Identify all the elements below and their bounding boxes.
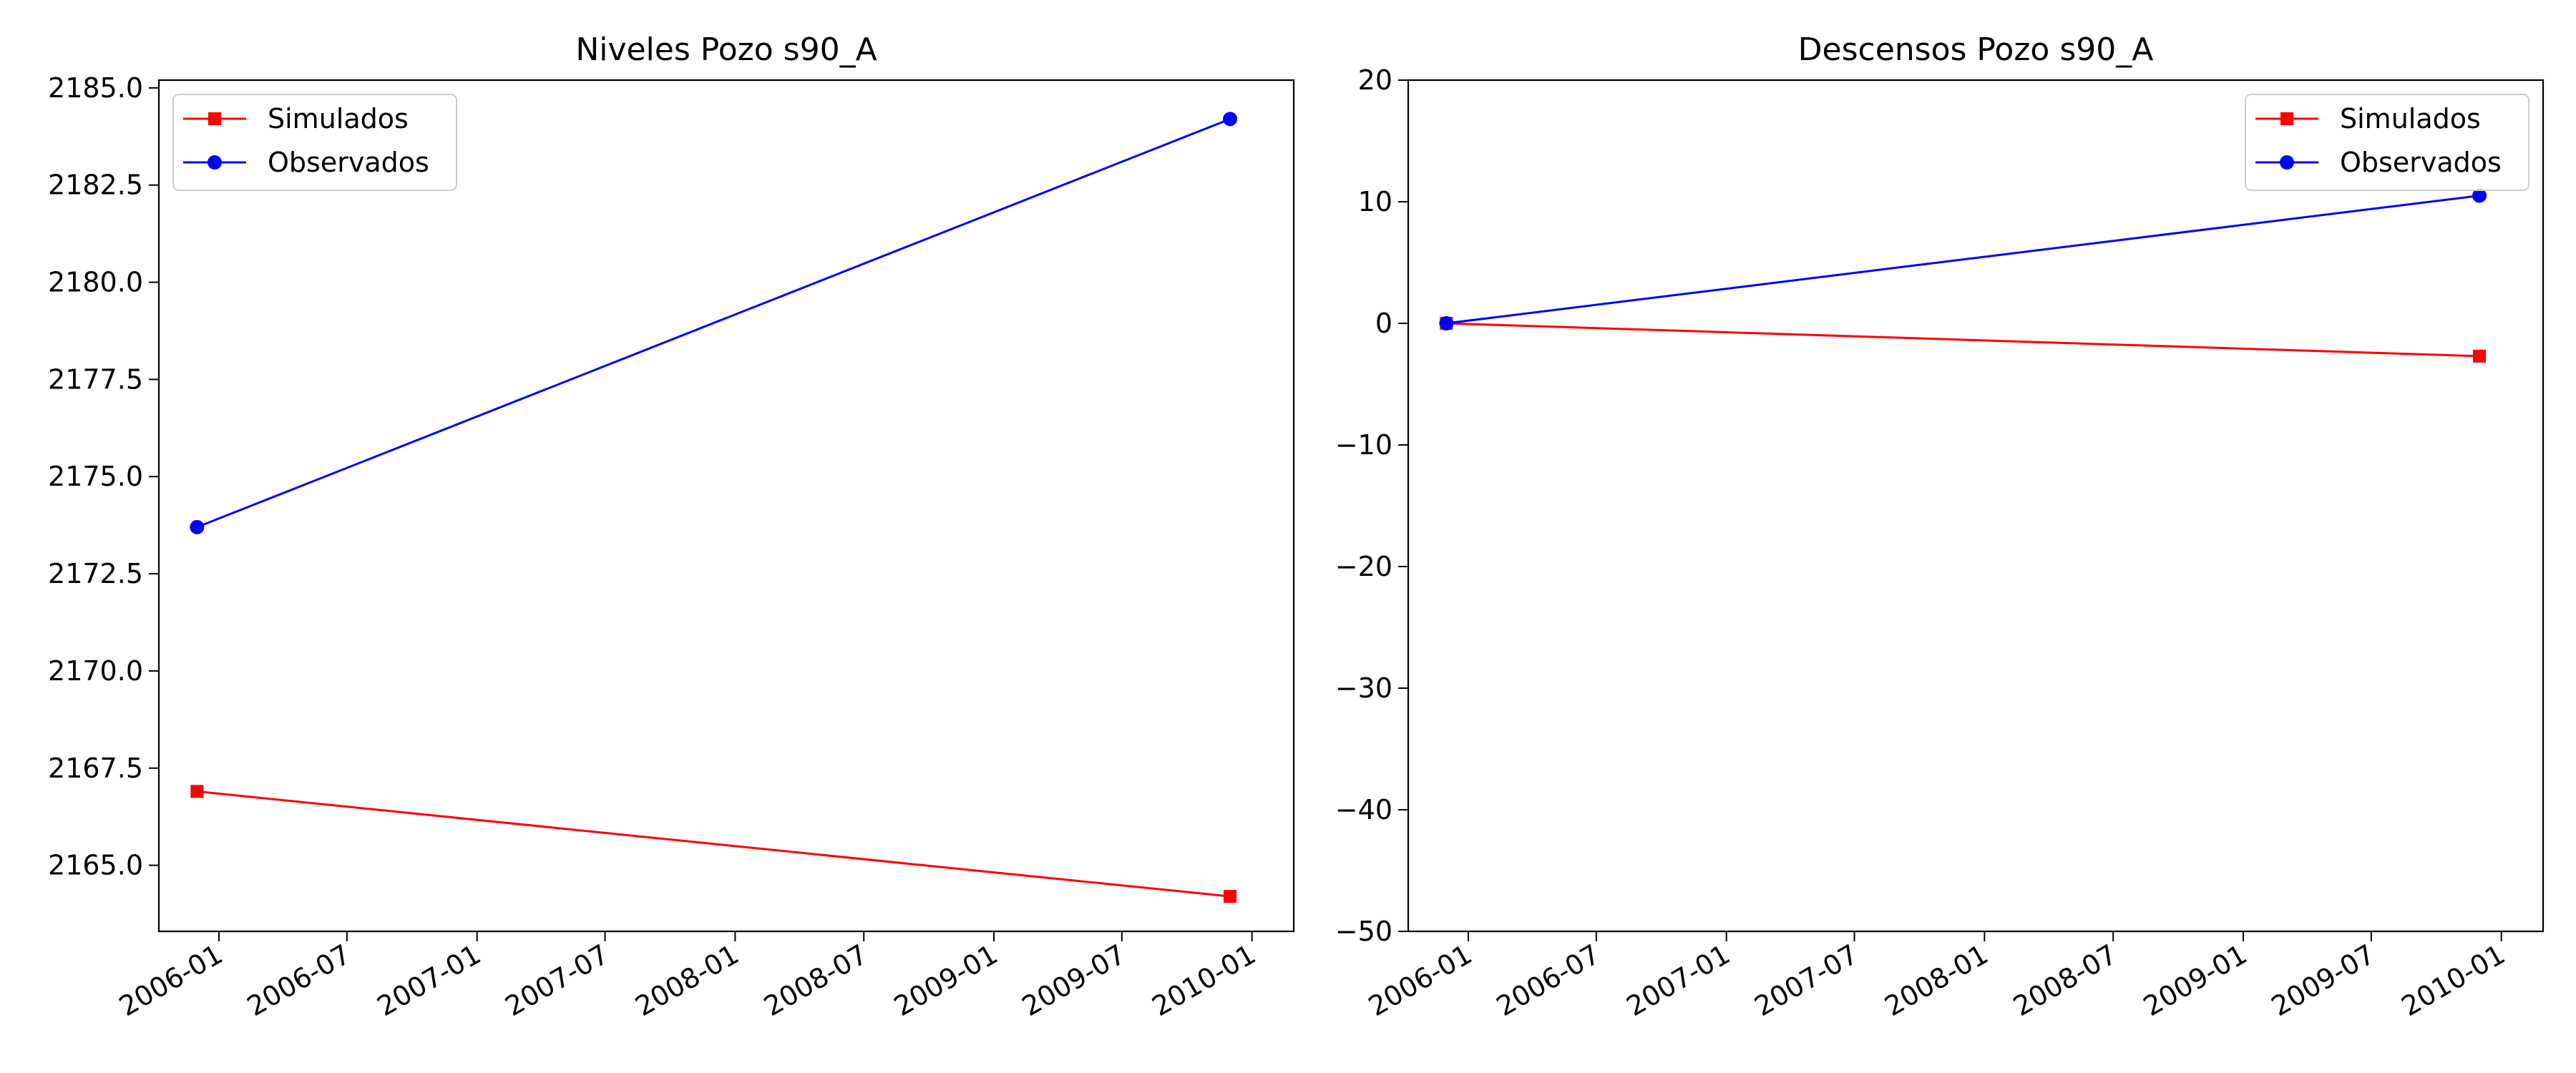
descensos-legend-observados-marker [2280,155,2294,170]
niveles-xtick-label: 2009-01 [889,939,1003,1022]
niveles-xtick-label: 2006-01 [114,939,228,1022]
niveles-legend-simulados: Simulados [183,103,409,134]
descensos-xtick-label: 2006-01 [1363,939,1478,1022]
descensos-observados-line [1446,195,2480,325]
niveles-legend-simulados-label: Simulados [268,103,409,134]
descensos-simulados-line [1446,322,2480,358]
niveles-observados-point [1223,112,1238,127]
descensos-xtick-label: 2009-07 [2266,939,2381,1022]
descensos-xtick-label: 2008-07 [2008,939,2122,1022]
niveles-ytick-label: 2170.0 [48,655,143,687]
niveles-xtick-label: 2006-07 [242,939,356,1022]
descensos-ytick-label: −30 [1335,672,1392,704]
niveles-ytick-label: 2172.5 [48,558,143,589]
descensos-observados-point [1439,316,1454,330]
niveles-ytick-label: 2177.5 [48,363,143,395]
niveles-ytick-label: 2180.0 [48,267,143,298]
descensos-simulados-point [2473,349,2487,363]
descensos-ytick-label: 20 [1358,64,1392,96]
descensos-ytick-label: 0 [1375,308,1392,339]
descensos-title: Descensos Pozo s90_A [1798,31,2154,68]
niveles-legend-simulados-marker [208,112,221,125]
descensos-ytick-label: −20 [1335,551,1392,582]
descensos-xtick-label: 2006-07 [1491,939,1606,1022]
niveles-xtick-label: 2008-07 [758,939,873,1022]
niveles-plot-area [159,80,1294,931]
niveles-observados-line [196,117,1231,529]
descensos-ytick-label: −50 [1335,916,1392,947]
descensos-ytick-label: 10 [1358,186,1392,217]
descensos-xtick-label: 2008-01 [1879,939,1994,1022]
descensos-xtick-label: 2009-01 [2138,939,2253,1022]
descensos-xtick-label: 2010-01 [2396,939,2511,1022]
descensos-plot-area [1408,80,2543,931]
niveles-legend-observados-marker [208,155,222,170]
descensos-legend-observados: Observados [2255,147,2502,178]
niveles-xtick-label: 2010-01 [1147,939,1262,1022]
descensos-xtick-label: 2007-07 [1750,939,1864,1022]
niveles-ytick-label: 2185.0 [48,72,143,104]
descensos-legend-simulados-label: Simulados [2340,103,2481,134]
niveles-ytick-label: 2167.5 [48,753,143,784]
niveles-title: Niveles Pozo s90_A [575,31,877,68]
niveles-observados-point [190,519,205,534]
niveles-simulados-line [197,790,1231,898]
descensos-legend-simulados: Simulados [2255,103,2481,134]
niveles-xtick-label: 2008-01 [630,939,744,1022]
descensos-ytick-label: −10 [1335,429,1392,461]
niveles-simulados-point [190,785,204,798]
niveles-ytick-label: 2182.5 [48,170,143,201]
descensos-observados-point [2472,188,2487,203]
niveles-simulados-point [1224,890,1237,903]
niveles-axes-frame [157,79,1295,933]
niveles-xtick-label: 2007-01 [372,939,487,1022]
descensos-legend-simulados-marker [2280,112,2293,125]
niveles-ytick-label: 2165.0 [48,850,143,881]
descensos-axes-frame [1407,79,2545,933]
descensos-ytick-label: −40 [1335,794,1392,825]
descensos-legend: Simulados Observados [2245,94,2529,191]
niveles-legend-observados: Observados [183,147,429,178]
niveles-xtick-label: 2007-07 [500,939,615,1022]
descensos-legend-observados-label: Observados [2340,147,2502,178]
niveles-legend: Simulados Observados [172,94,457,191]
niveles-ytick-label: 2175.0 [48,461,143,492]
niveles-chart: 2165.0 2167.5 2170.0 2172.5 2175.0 2177.5 2180… [48,31,1295,1022]
niveles-xtick-label: 2009-07 [1017,939,1131,1022]
descensos-xtick-label: 2007-01 [1621,939,1736,1022]
niveles-legend-observados-label: Observados [268,147,429,178]
